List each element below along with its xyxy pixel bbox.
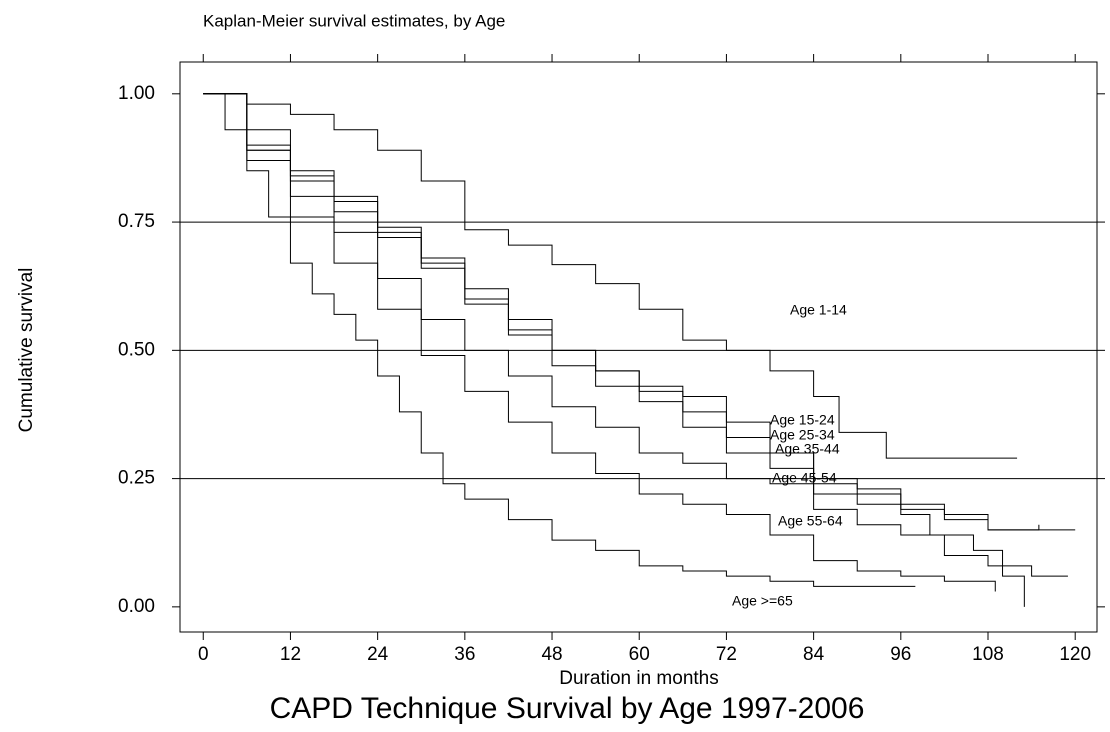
x-tick-label: 36 [454,644,475,665]
survival-curve [203,93,1018,459]
survival-curve [203,93,1040,531]
x-tick-label: 24 [367,644,389,665]
curve-label: Age 25-34 [770,427,835,443]
y-tick-label: 1.00 [118,83,155,104]
survival-curve [203,93,1076,531]
x-tick-label: 108 [972,644,1004,665]
caption: CAPD Technique Survival by Age 1997-2006 [270,692,865,725]
curve-label: Age 45-54 [772,470,837,486]
x-tick-label: 60 [629,644,650,665]
curve-label: Age 1-14 [790,302,847,318]
curve-label: Age 15-24 [770,412,835,428]
survival-curve [203,93,1068,577]
curve-label: Age 35-44 [775,441,840,457]
x-tick-label: 48 [541,644,562,665]
x-tick-label: 0 [198,644,209,665]
x-tick-label: 96 [890,644,911,665]
x-tick-label: 12 [280,644,301,665]
x-axis-label: Duration in months [559,668,718,689]
x-tick-label: 84 [803,644,825,665]
y-tick-label: 0.00 [118,596,155,617]
chart-title: Kaplan-Meier survival estimates, by Age [203,11,505,30]
survival-curve [203,93,996,592]
x-tick-label: 120 [1059,644,1091,665]
y-tick-label: 0.50 [118,339,155,360]
survival-curve [203,93,916,587]
survival-curve [203,93,1025,607]
y-axis-label: Cumulative survival [16,268,37,433]
x-tick-label: 72 [716,644,737,665]
curve-label: Age 55-64 [778,513,843,529]
curve-label: Age >=65 [732,593,793,609]
y-tick-label: 0.25 [118,468,155,489]
y-tick-label: 0.75 [118,211,155,232]
plot-frame [179,61,1098,633]
